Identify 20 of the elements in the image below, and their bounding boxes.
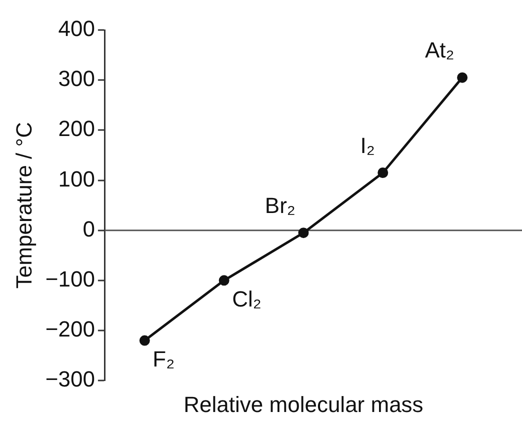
point (298, 228, 309, 238)
point (139, 335, 150, 346)
data-label: At₂ (424, 38, 454, 63)
x-axis-title: Relative molecular mass (184, 392, 424, 417)
y-tick-label: −100 (45, 266, 95, 292)
y-tick-label: 300 (58, 66, 95, 92)
y-tick-label: 400 (58, 16, 95, 42)
data-label: F₂ (152, 346, 175, 372)
y-tick-label: −200 (45, 316, 95, 342)
data-label: I₂ (360, 132, 375, 158)
point (457, 72, 468, 83)
data-label: Cl₂ (232, 286, 262, 312)
y-tick-label: 0 (82, 216, 95, 242)
y-tick-label: −300 (45, 366, 95, 392)
point (218, 275, 230, 286)
y-tick-label: 100 (58, 166, 95, 192)
y-axis-title: Temperature / °C (11, 122, 36, 289)
point (378, 167, 388, 178)
y-tick-label: 200 (58, 116, 95, 142)
data-label: Br₂ (264, 192, 296, 218)
